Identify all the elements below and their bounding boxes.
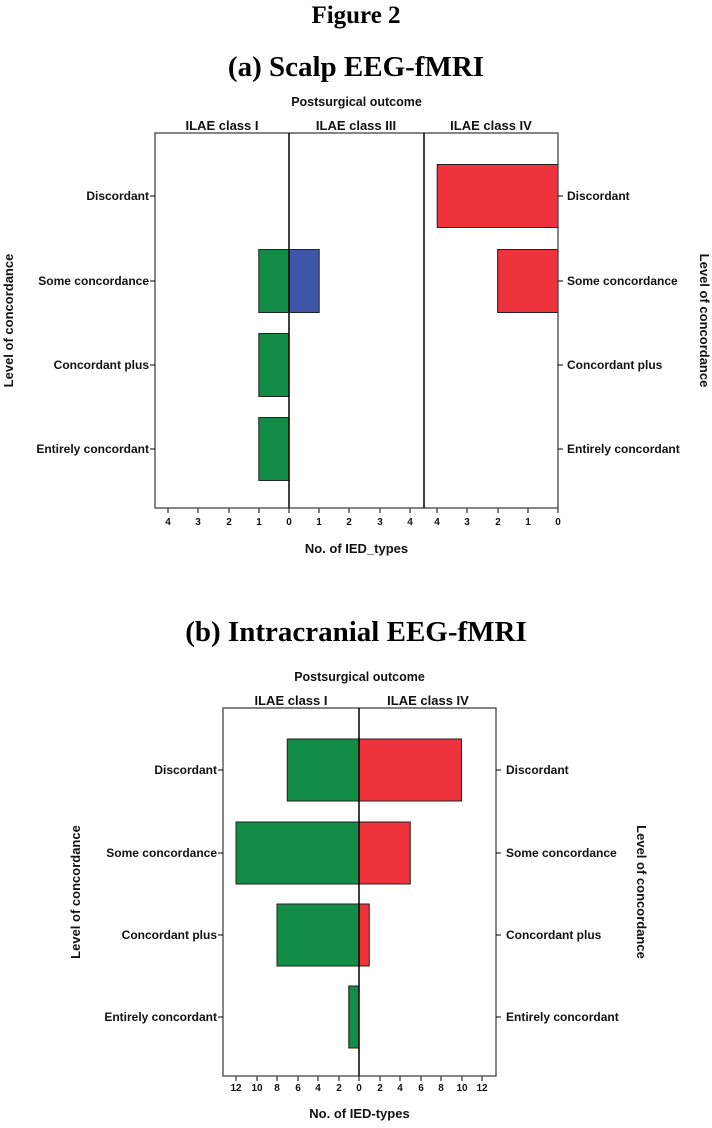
chart-b-x-tick-label: 8 xyxy=(438,1083,444,1094)
chart-a-x-tick-label: 4 xyxy=(407,517,413,528)
chart-b-category-label-left: Entirely concordant xyxy=(104,1010,217,1024)
chart-a-x-tick-label: 3 xyxy=(195,517,201,528)
chart-b-x-tick-label: 12 xyxy=(476,1083,488,1094)
chart-b-x-tick-label: 0 xyxy=(356,1083,362,1094)
chart-a-category-label-left: Entirely concordant xyxy=(36,442,149,456)
chart-a-x-tick-label: 2 xyxy=(226,517,232,528)
chart-b-bar xyxy=(348,985,360,1049)
chart-b-y-axis-label-right: Level of concordance xyxy=(634,825,649,959)
chart-b-bar xyxy=(286,738,360,802)
chart-a-category-label-left: Discordant xyxy=(86,189,149,203)
chart-a-category-label-left: Some concordance xyxy=(38,274,149,288)
chart-a-plot-frame xyxy=(154,132,559,509)
chart-b-bar xyxy=(235,821,360,885)
chart-b-x-tick-label: 4 xyxy=(397,1083,403,1094)
chart-a-panel-title: Postsurgical outcome xyxy=(291,95,422,109)
chart-b-x-tick-label: 10 xyxy=(251,1083,263,1094)
chart-a-bar xyxy=(497,249,559,313)
chart-a-category-label-right: Discordant xyxy=(567,189,630,203)
chart-b-bar xyxy=(276,903,360,967)
chart-a-category-label-right: Entirely concordant xyxy=(567,442,680,456)
chart-b-title: (b) Intracranial EEG-fMRI xyxy=(185,616,527,648)
chart-a-x-tick-label: 0 xyxy=(286,517,292,528)
chart-b-panel-title: Postsurgical outcome xyxy=(294,670,425,684)
chart-a-x-tick-label: 3 xyxy=(377,517,383,528)
chart-a-x-axis-label: No. of IED_types xyxy=(305,541,408,556)
figure-title: Figure 2 xyxy=(311,2,401,29)
chart-b-x-tick-label: 6 xyxy=(295,1083,301,1094)
chart-b-x-tick-label: 6 xyxy=(418,1083,424,1094)
chart-b-x-tick-label: 8 xyxy=(274,1083,280,1094)
chart-b-category-label-left: Concordant plus xyxy=(122,928,218,942)
chart-a-x-tick-label: 1 xyxy=(316,517,322,528)
chart-a-title: (a) Scalp EEG-fMRI xyxy=(227,51,485,83)
chart-a-x-tick-label: 2 xyxy=(346,517,352,528)
chart-a-bar xyxy=(288,249,320,313)
chart-b-y-axis-label-left: Level of concordance xyxy=(68,825,83,959)
chart-a-bar xyxy=(436,164,559,228)
chart-a-category-label-left: Concordant plus xyxy=(54,358,150,372)
chart-b-x-tick-label: 2 xyxy=(377,1083,383,1094)
chart-b-x-tick-label: 12 xyxy=(230,1083,242,1094)
chart-a-x-tick-label: 4 xyxy=(165,517,171,528)
chart-a-x-tick-label: 3 xyxy=(464,517,470,528)
chart-a-y-axis-label-right: Level of concordance xyxy=(697,254,712,388)
chart-b-category-label-left: Discordant xyxy=(154,763,217,777)
chart-a-x-tick-label: 1 xyxy=(256,517,262,528)
chart-a-bar xyxy=(258,249,290,313)
chart-b-category-label-left: Some concordance xyxy=(106,846,217,860)
chart-a-series-header: ILAE class III xyxy=(316,118,396,133)
chart-b-category-label-right: Discordant xyxy=(506,763,569,777)
chart-a-x-tick-label: 1 xyxy=(525,517,531,528)
chart-a-x-tick-label: 0 xyxy=(555,517,561,528)
chart-a-x-tick-label: 4 xyxy=(434,517,440,528)
chart-a-category-label-right: Some concordance xyxy=(567,274,678,288)
chart-a-y-axis-label-left: Level of concordance xyxy=(1,254,16,388)
chart-a-x-tick-label: 2 xyxy=(495,517,501,528)
chart-b-category-label-right: Entirely concordant xyxy=(506,1010,619,1024)
chart-b-x-tick-label: 10 xyxy=(456,1083,468,1094)
chart-a-series-header: ILAE class IV xyxy=(450,118,532,133)
chart-b-bar xyxy=(358,903,370,967)
chart-b-x-tick-label: 4 xyxy=(315,1083,321,1094)
chart-b-x-tick-label: 2 xyxy=(336,1083,342,1094)
chart-b-series-header: ILAE class IV xyxy=(387,693,469,708)
chart-a-bar xyxy=(258,333,290,397)
chart-b-category-label-right: Concordant plus xyxy=(506,928,602,942)
chart-a-bar xyxy=(258,417,290,481)
chart-b-x-axis-label: No. of IED-types xyxy=(309,1106,409,1121)
chart-b-category-label-right: Some concordance xyxy=(506,846,617,860)
chart-a-category-label-right: Concordant plus xyxy=(567,358,663,372)
chart-b-bar xyxy=(358,738,462,802)
chart-a-series-header: ILAE class I xyxy=(186,118,259,133)
chart-b-series-header: ILAE class I xyxy=(255,693,328,708)
chart-b-bar xyxy=(358,821,411,885)
